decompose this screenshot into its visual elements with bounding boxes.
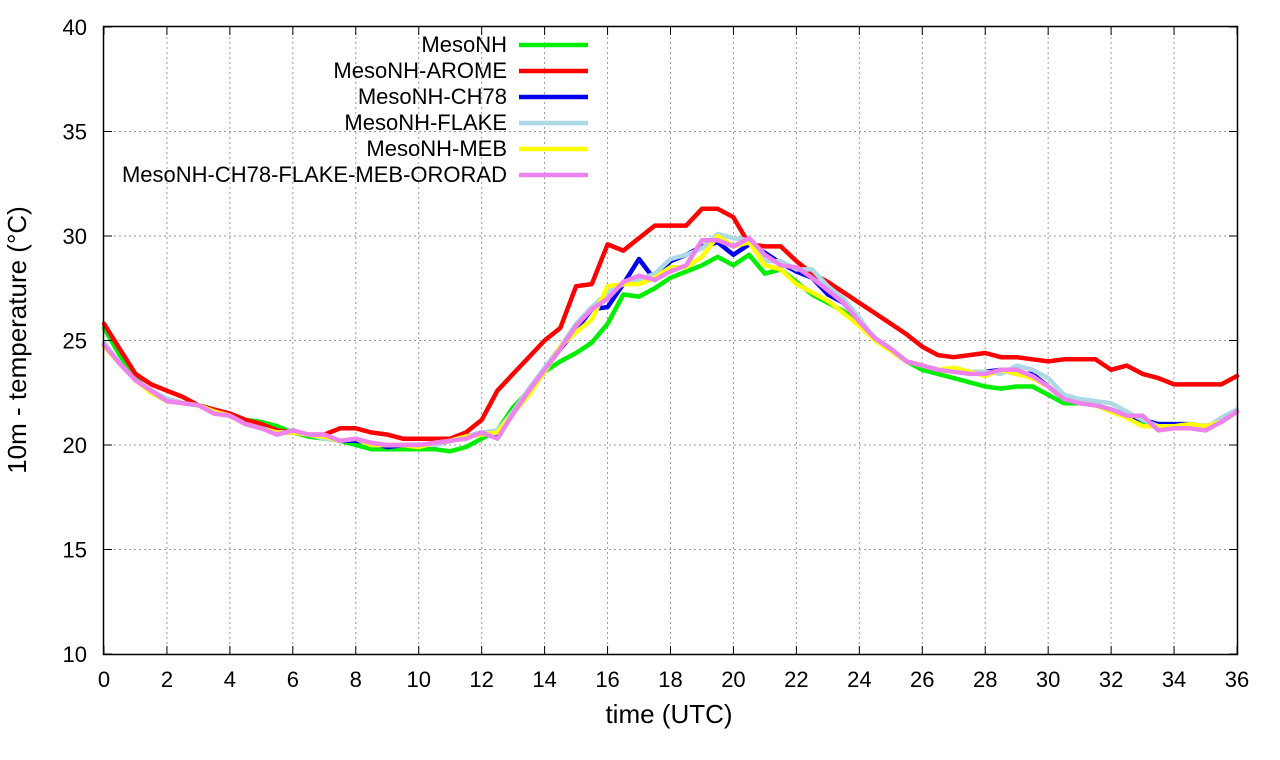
x-tick-label: 36	[1225, 667, 1249, 692]
legend-label: MesoNH-CH78-FLAKE-MEB-ORORAD	[122, 162, 507, 187]
series-line-mesonh-meb	[101, 233, 1240, 450]
x-tick-label: 6	[287, 667, 299, 692]
legend: MesoNHMesoNH-AROMEMesoNH-CH78MesoNH-FLAK…	[122, 32, 588, 187]
y-tick-label: 40	[63, 15, 87, 40]
y-tick-label: 25	[63, 329, 87, 354]
x-tick-label: 26	[910, 667, 934, 692]
series-line-mesonh-ch78-flake-meb-ororad	[101, 235, 1240, 448]
legend-label: MesoNH-AROME	[333, 58, 507, 83]
y-tick-label: 35	[63, 120, 87, 145]
x-tick-label: 20	[721, 667, 745, 692]
axis-ticks: 0 2 4 6 8 10 12 14 16 18 20 22 24 26 28 30 32 34 361015202…	[63, 15, 1250, 692]
x-tick-label: 2	[161, 667, 173, 692]
series-lines	[101, 206, 1240, 454]
x-tick-label: 10	[406, 667, 430, 692]
y-tick-label: 20	[63, 433, 87, 458]
y-axis-title: 10m - temperature (°C)	[2, 206, 32, 474]
plot-frame	[102, 25, 1239, 656]
x-tick-label: 16	[595, 667, 619, 692]
x-tick-label: 24	[847, 667, 871, 692]
x-tick-label: 18	[658, 667, 682, 692]
x-axis-title: time (UTC)	[605, 699, 732, 729]
x-tick-label: 32	[1099, 667, 1123, 692]
y-tick-label: 10	[63, 642, 87, 667]
y-tick-label: 30	[63, 224, 87, 249]
x-tick-label: 14	[532, 667, 556, 692]
x-tick-label: 30	[1036, 667, 1060, 692]
y-tick-label: 15	[63, 538, 87, 563]
x-tick-label: 28	[973, 667, 997, 692]
x-tick-label: 34	[1162, 667, 1186, 692]
x-tick-label: 4	[224, 667, 236, 692]
x-tick-label: 22	[784, 667, 808, 692]
legend-label: MesoNH-MEB	[366, 136, 507, 161]
x-tick-label: 0	[98, 667, 110, 692]
grid-lines	[104, 27, 1237, 654]
x-tick-label: 12	[469, 667, 493, 692]
x-tick-label: 8	[350, 667, 362, 692]
legend-label: MesoNH-CH78	[358, 84, 507, 109]
legend-label: MesoNH-FLAKE	[344, 110, 507, 135]
legend-label: MesoNH	[421, 32, 507, 57]
